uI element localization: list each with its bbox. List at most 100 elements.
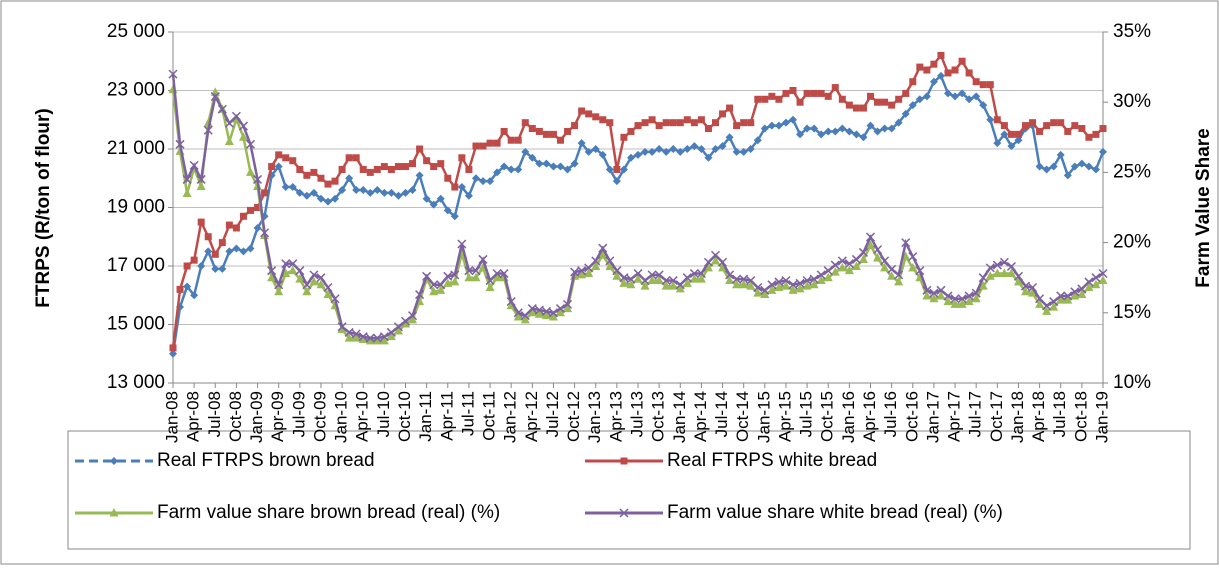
marker bbox=[689, 274, 699, 283]
x-tick-label: Oct-14 bbox=[733, 391, 752, 442]
marker bbox=[781, 118, 790, 127]
legend-label: Real FTRPS brown bread bbox=[157, 450, 375, 471]
marker bbox=[915, 266, 925, 276]
marker bbox=[387, 165, 395, 173]
marker bbox=[274, 286, 284, 296]
marker bbox=[541, 306, 551, 316]
marker bbox=[323, 289, 333, 299]
marker bbox=[534, 309, 544, 318]
marker bbox=[613, 165, 621, 173]
marker bbox=[936, 285, 946, 295]
marker bbox=[1006, 261, 1016, 271]
y-tick-label: 21 000 bbox=[107, 138, 165, 159]
marker bbox=[394, 191, 403, 200]
marker bbox=[760, 124, 769, 133]
marker bbox=[204, 247, 213, 256]
marker bbox=[739, 279, 749, 289]
marker bbox=[908, 262, 918, 272]
marker bbox=[866, 240, 875, 249]
marker bbox=[183, 262, 191, 270]
marker bbox=[436, 280, 446, 290]
marker bbox=[711, 255, 720, 265]
marker bbox=[978, 273, 988, 283]
marker bbox=[197, 262, 206, 270]
marker bbox=[802, 275, 812, 286]
marker bbox=[781, 281, 791, 290]
marker bbox=[719, 110, 727, 118]
x-tick-label: Oct-13 bbox=[649, 391, 668, 442]
marker bbox=[710, 250, 721, 260]
marker bbox=[571, 122, 579, 130]
legend-box bbox=[67, 430, 1191, 550]
marker bbox=[880, 256, 890, 266]
marker bbox=[423, 157, 431, 165]
marker bbox=[753, 282, 763, 293]
marker bbox=[1099, 125, 1107, 133]
marker bbox=[760, 285, 770, 295]
marker bbox=[176, 285, 184, 293]
marker bbox=[992, 260, 1002, 270]
marker bbox=[556, 307, 565, 317]
y-tick-label: 19 000 bbox=[107, 197, 165, 218]
x-tick-label: Jul-08 bbox=[205, 391, 224, 437]
marker bbox=[408, 314, 418, 324]
marker bbox=[682, 278, 692, 287]
marker bbox=[218, 264, 227, 273]
x-tick-label: Apr-17 bbox=[945, 391, 964, 442]
marker bbox=[281, 183, 290, 192]
marker bbox=[845, 127, 854, 136]
marker bbox=[726, 104, 734, 112]
marker bbox=[577, 139, 586, 148]
marker bbox=[999, 268, 1009, 277]
marker bbox=[795, 283, 805, 293]
marker bbox=[436, 194, 445, 203]
marker bbox=[373, 165, 381, 173]
marker bbox=[506, 297, 516, 307]
marker bbox=[585, 110, 593, 118]
marker bbox=[916, 63, 924, 71]
marker bbox=[534, 305, 544, 315]
marker bbox=[605, 165, 614, 174]
marker bbox=[267, 266, 277, 276]
marker bbox=[1091, 273, 1101, 283]
marker bbox=[837, 256, 847, 266]
marker bbox=[852, 104, 860, 112]
marker bbox=[718, 142, 727, 151]
legend-marker bbox=[620, 457, 628, 465]
marker bbox=[957, 294, 967, 304]
marker bbox=[633, 274, 643, 283]
x-tick-label: Jul-15 bbox=[797, 391, 816, 437]
marker bbox=[661, 281, 671, 290]
marker bbox=[437, 160, 445, 168]
marker bbox=[288, 265, 298, 275]
x-tick-label: Oct-08 bbox=[226, 391, 245, 442]
marker bbox=[943, 296, 953, 306]
marker bbox=[528, 125, 536, 133]
marker bbox=[1042, 165, 1051, 174]
marker bbox=[372, 333, 382, 343]
marker bbox=[578, 107, 586, 115]
marker bbox=[619, 278, 629, 287]
marker bbox=[662, 147, 671, 156]
marker bbox=[499, 268, 509, 279]
marker bbox=[246, 167, 255, 176]
marker bbox=[317, 174, 325, 182]
marker bbox=[894, 276, 904, 286]
x-tick-label: Jan-12 bbox=[501, 391, 520, 443]
marker bbox=[661, 275, 671, 286]
legend-label: Farm value share white bread (real) (%) bbox=[667, 502, 1003, 523]
marker bbox=[190, 256, 198, 264]
marker bbox=[295, 274, 305, 283]
legend-marker bbox=[109, 508, 119, 517]
x-tick-label: Apr-09 bbox=[268, 391, 287, 442]
x-tick-label: Jan-09 bbox=[247, 391, 266, 443]
marker bbox=[344, 327, 354, 337]
marker bbox=[1035, 294, 1045, 304]
marker bbox=[1049, 302, 1059, 311]
marker bbox=[204, 233, 212, 241]
marker bbox=[761, 95, 769, 103]
marker bbox=[1070, 287, 1080, 297]
legend-marker bbox=[619, 508, 629, 518]
marker bbox=[887, 271, 897, 280]
